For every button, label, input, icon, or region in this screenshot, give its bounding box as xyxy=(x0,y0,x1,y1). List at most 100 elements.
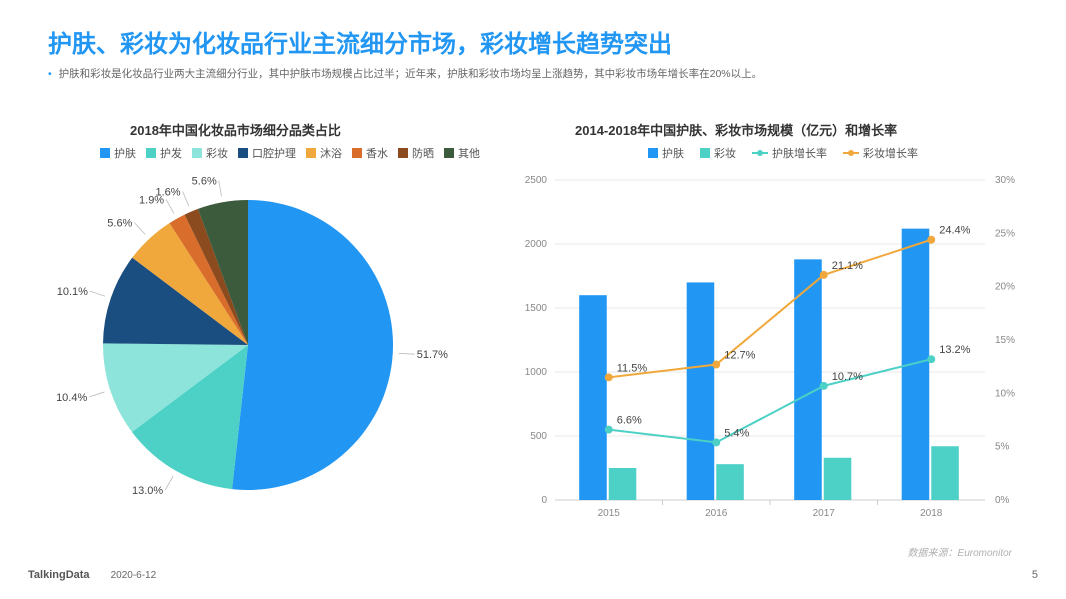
footer-date: 2020-6-12 xyxy=(111,570,157,581)
line-marker xyxy=(820,382,828,390)
pie-slice xyxy=(232,200,393,490)
svg-text:20%: 20% xyxy=(995,282,1015,293)
bar xyxy=(824,458,852,500)
line-marker xyxy=(927,355,935,363)
svg-text:2017: 2017 xyxy=(813,508,836,519)
combo-legend: 护肤 彩妆 护肤增长率 彩妆增长率 xyxy=(648,145,918,161)
legend-label: 彩妆 xyxy=(714,145,736,161)
legend-label: 香水 xyxy=(366,145,388,161)
footer: TalkingData 2020-6-12 xyxy=(28,569,156,581)
legend-label: 防晒 xyxy=(412,145,434,161)
line-label: 12.7% xyxy=(724,350,755,362)
line-label: 21.1% xyxy=(832,260,863,272)
bar xyxy=(609,468,637,500)
bar xyxy=(687,282,715,500)
svg-text:500: 500 xyxy=(530,431,547,442)
svg-text:1500: 1500 xyxy=(525,303,548,314)
svg-text:15%: 15% xyxy=(995,335,1015,346)
pie-chart: 51.7%13.0%10.4%10.1%5.6%1.9%1.6%5.6% xyxy=(48,170,478,520)
legend-item: 护肤增长率 xyxy=(752,145,827,161)
legend-swatch xyxy=(306,148,316,158)
line-label: 13.2% xyxy=(939,344,970,356)
bar xyxy=(579,295,607,500)
legend-item: 护肤 xyxy=(648,145,684,161)
line-label: 24.4% xyxy=(939,225,970,237)
logo-text: TalkingData xyxy=(28,569,90,581)
line-series xyxy=(609,240,932,378)
line-label: 11.5% xyxy=(617,362,648,374)
legend-item: 口腔护理 xyxy=(238,145,296,161)
line-label: 10.7% xyxy=(832,371,863,383)
pie-label: 10.4% xyxy=(56,392,87,404)
subtitle: • 护肤和彩妆是化妆品行业两大主流细分行业，其中护肤市场规模占比过半；近年来，护… xyxy=(48,66,762,81)
legend-swatch xyxy=(700,148,710,158)
pie-label: 13.0% xyxy=(132,485,163,497)
legend-label: 彩妆增长率 xyxy=(863,145,918,161)
svg-text:2500: 2500 xyxy=(525,175,548,186)
legend-swatch xyxy=(648,148,658,158)
legend-item: 防晒 xyxy=(398,145,434,161)
bar xyxy=(902,229,930,500)
legend-label: 护肤增长率 xyxy=(772,145,827,161)
svg-text:0%: 0% xyxy=(995,495,1010,506)
legend-swatch xyxy=(192,148,202,158)
line-marker xyxy=(820,271,828,279)
svg-text:10%: 10% xyxy=(995,388,1015,399)
legend-line-swatch xyxy=(843,152,859,154)
pie-label: 5.6% xyxy=(192,176,217,188)
legend-line-swatch xyxy=(752,152,768,154)
legend-label: 彩妆 xyxy=(206,145,228,161)
pie-title: 2018年中国化妆品市场细分品类占比 xyxy=(130,120,341,139)
svg-text:25%: 25% xyxy=(995,228,1015,239)
legend-label: 沐浴 xyxy=(320,145,342,161)
bar xyxy=(716,464,744,500)
svg-text:5%: 5% xyxy=(995,442,1010,453)
legend-swatch xyxy=(100,148,110,158)
page-title: 护肤、彩妆为化妆品行业主流细分市场，彩妆增长趋势突出 xyxy=(48,24,672,59)
line-marker xyxy=(605,373,613,381)
legend-item: 其他 xyxy=(444,145,480,161)
legend-swatch xyxy=(398,148,408,158)
legend-item: 沐浴 xyxy=(306,145,342,161)
combo-title: 2014-2018年中国护肤、彩妆市场规模（亿元）和增长率 xyxy=(575,120,897,139)
data-source: 数据来源：Euromonitor xyxy=(908,544,1012,559)
legend-item: 护发 xyxy=(146,145,182,161)
legend-swatch xyxy=(352,148,362,158)
pie-legend: 护肤 护发 彩妆 口腔护理 沐浴 香水 防晒 其他 xyxy=(100,145,480,161)
svg-text:2000: 2000 xyxy=(525,239,548,250)
legend-item: 护肤 xyxy=(100,145,136,161)
legend-item: 彩妆增长率 xyxy=(843,145,918,161)
line-marker xyxy=(605,426,613,434)
legend-label: 护发 xyxy=(160,145,182,161)
page-number: 5 xyxy=(1032,569,1038,581)
line-label: 6.6% xyxy=(617,415,642,427)
svg-text:30%: 30% xyxy=(995,175,1015,186)
line-marker xyxy=(927,236,935,244)
legend-swatch xyxy=(238,148,248,158)
bar xyxy=(931,446,959,500)
legend-swatch xyxy=(444,148,454,158)
legend-label: 其他 xyxy=(458,145,480,161)
legend-item: 彩妆 xyxy=(192,145,228,161)
line-marker xyxy=(712,361,720,369)
legend-label: 护肤 xyxy=(114,145,136,161)
line-label: 5.4% xyxy=(724,427,749,439)
pie-label: 10.1% xyxy=(57,286,88,298)
line-marker xyxy=(712,438,720,446)
svg-text:2016: 2016 xyxy=(705,508,728,519)
svg-text:2018: 2018 xyxy=(920,508,943,519)
pie-label: 51.7% xyxy=(417,349,448,361)
legend-item: 彩妆 xyxy=(700,145,736,161)
pie-label: 1.6% xyxy=(156,186,181,198)
legend-label: 护肤 xyxy=(662,145,684,161)
legend-swatch xyxy=(146,148,156,158)
svg-text:2015: 2015 xyxy=(598,508,621,519)
pie-label: 5.6% xyxy=(107,218,132,230)
legend-label: 口腔护理 xyxy=(252,145,296,161)
combo-chart: 0 500 1000 1500 2000 2500 0% 5% 10% 15% 20% 25% 30% 2… xyxy=(500,160,1040,530)
svg-text:0: 0 xyxy=(541,495,547,506)
svg-text:1000: 1000 xyxy=(525,367,548,378)
legend-item: 香水 xyxy=(352,145,388,161)
bullet-icon: • xyxy=(48,68,52,80)
subtitle-text: 护肤和彩妆是化妆品行业两大主流细分行业，其中护肤市场规模占比过半；近年来，护肤和… xyxy=(59,68,763,80)
